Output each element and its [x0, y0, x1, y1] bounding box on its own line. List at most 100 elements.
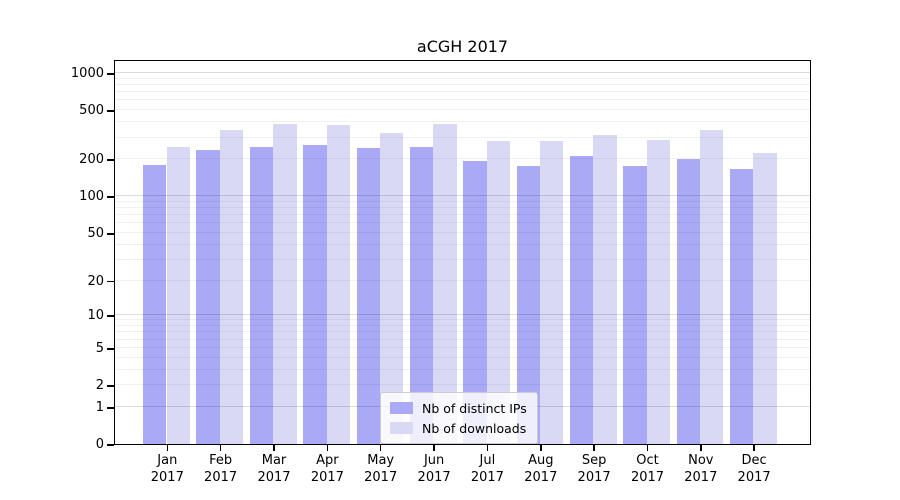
year-label: 2017 — [150, 470, 184, 485]
bar-ips-jun — [409, 147, 434, 444]
x-tick-mark — [486, 445, 489, 451]
gridline-minor-900 — [115, 77, 810, 79]
bar-ips-nov — [676, 158, 700, 444]
month-label: May — [367, 453, 395, 468]
y-tick-mark — [107, 385, 114, 387]
y-tick-label-50: 50 — [87, 225, 104, 241]
bar-ips-jul — [463, 161, 487, 444]
y-tick-label-10: 10 — [87, 308, 104, 324]
y-tick-label-0: 0 — [95, 437, 104, 452]
gridline-minor-500 — [115, 109, 810, 111]
y-tick-label-2: 2 — [95, 378, 104, 393]
gridline-minor-700 — [115, 91, 810, 93]
year-label: 2017 — [364, 470, 398, 485]
bar-downloads-sep — [593, 135, 617, 444]
x-tick-label-mar: Mar 2017 — [244, 452, 304, 486]
x-tick-mark — [379, 445, 382, 451]
bar-downloads-dec — [753, 153, 777, 444]
y-tick-mark — [107, 407, 114, 409]
month-label: Jun — [423, 453, 445, 468]
y-tick-mark — [107, 280, 114, 283]
year-label: 2017 — [577, 470, 611, 485]
x-tick-label-apr: Apr 2017 — [297, 452, 357, 486]
year-label: 2017 — [684, 470, 718, 485]
y-tick-label-200: 200 — [79, 152, 104, 168]
x-tick-mark — [700, 445, 702, 451]
month-label: Apr — [316, 453, 339, 468]
year-label: 2017 — [310, 470, 344, 485]
legend: Nb of distinct IPs Nb of downloads — [380, 392, 538, 444]
x-tick-label-nov: Nov 2017 — [671, 452, 731, 486]
month-label: Sep — [581, 453, 607, 468]
x-tick-mark — [326, 445, 329, 451]
y-tick-mark — [107, 159, 114, 161]
gridline-minor-800 — [115, 84, 810, 85]
bar-ips-feb — [196, 149, 220, 444]
bar-ips-aug — [516, 166, 540, 444]
x-tick-label-may: May 2017 — [351, 452, 411, 486]
y-tick-mark — [107, 233, 114, 235]
x-tick-mark — [646, 445, 649, 451]
year-label: 2017 — [204, 470, 238, 485]
month-label: Oct — [636, 453, 659, 468]
bar-downloads-jan — [166, 147, 190, 444]
year-label: 2017 — [524, 470, 558, 485]
month-label: Dec — [741, 453, 767, 468]
y-tick-mark — [107, 110, 114, 112]
bar-downloads-mar — [273, 123, 297, 444]
y-tick-mark — [107, 315, 114, 317]
bar-ips-mar — [249, 147, 274, 444]
x-tick-mark — [593, 445, 595, 451]
year-label: 2017 — [470, 470, 504, 485]
legend-label: Nb of downloads — [422, 420, 527, 436]
x-tick-mark — [753, 445, 755, 451]
bar-ips-dec — [729, 168, 754, 444]
y-tick-mark — [107, 348, 114, 350]
year-label: 2017 — [417, 470, 451, 485]
month-label: Mar — [261, 453, 287, 468]
x-tick-mark — [273, 445, 275, 451]
x-tick-label-aug: Aug 2017 — [511, 452, 571, 486]
bar-ips-may — [356, 148, 380, 444]
gridline-minor-400 — [115, 121, 810, 123]
y-tick-label-20: 20 — [87, 273, 104, 289]
bar-downloads-may — [379, 133, 404, 444]
year-label: 2017 — [630, 470, 665, 485]
y-tick-label-1000: 1000 — [70, 66, 104, 81]
gridline-minor-600 — [115, 99, 810, 101]
y-tick-label-1: 1 — [95, 399, 104, 415]
x-tick-mark — [433, 445, 435, 451]
year-label: 2017 — [737, 470, 771, 485]
bar-downloads-nov — [700, 130, 724, 444]
y-tick-label-500: 500 — [79, 103, 104, 119]
legend-swatch-icon — [390, 422, 413, 434]
plot-area: Nb of distinct IPs Nb of downloads — [114, 60, 811, 445]
bar-downloads-jul — [486, 141, 510, 444]
y-tick-mark — [107, 73, 114, 75]
month-label: Aug — [528, 453, 554, 468]
bar-downloads-feb — [219, 129, 244, 444]
month-label: Feb — [209, 453, 233, 468]
bar-downloads-oct — [646, 140, 671, 444]
x-tick-label-jan: Jan 2017 — [137, 452, 197, 486]
legend-swatch-icon — [390, 402, 413, 414]
bar-downloads-jun — [433, 124, 457, 444]
bar-ips-jan — [143, 165, 167, 444]
gridline-major-1000 — [115, 72, 810, 73]
x-tick-label-dec: Dec 2017 — [724, 452, 784, 486]
x-tick-label-sep: Sep 2017 — [564, 452, 624, 486]
legend-row-ips: Nb of distinct IPs — [390, 398, 527, 418]
x-tick-mark — [219, 445, 222, 451]
x-tick-mark — [166, 445, 169, 451]
legend-label: Nb of distinct IPs — [422, 400, 527, 416]
x-tick-label-jul: Jul 2017 — [457, 452, 517, 486]
month-label: Jul — [479, 453, 496, 468]
chart-title: aCGH 2017 — [416, 37, 509, 56]
bar-downloads-aug — [539, 141, 564, 444]
bar-downloads-apr — [326, 124, 350, 444]
y-tick-mark — [107, 444, 114, 446]
y-tick-mark — [107, 196, 114, 198]
y-tick-label-5: 5 — [95, 340, 104, 356]
legend-row-downloads: Nb of downloads — [390, 418, 527, 438]
